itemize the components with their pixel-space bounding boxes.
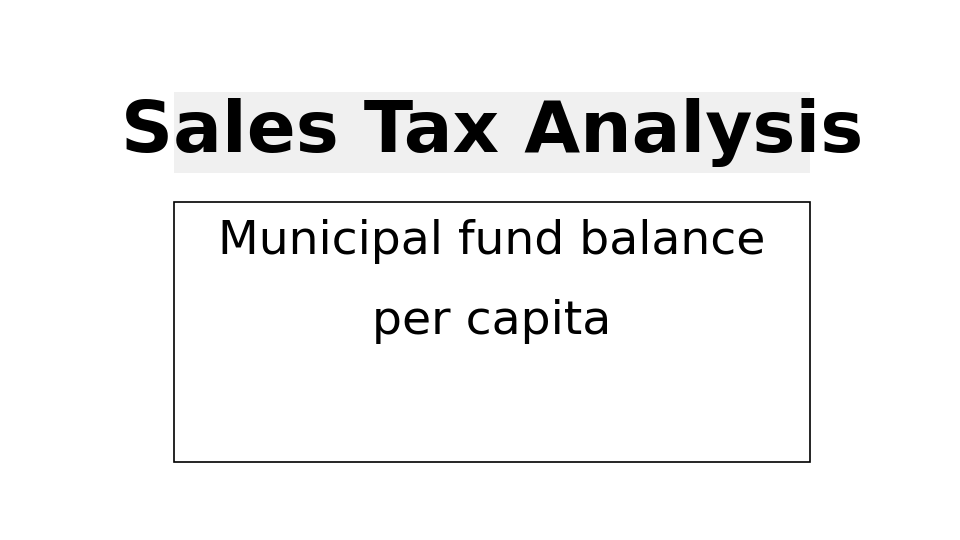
Text: Sales Tax Analysis: Sales Tax Analysis xyxy=(121,98,863,167)
Bar xyxy=(175,202,809,462)
Bar xyxy=(175,92,809,173)
Text: Municipal fund balance
per capita: Municipal fund balance per capita xyxy=(218,219,766,343)
